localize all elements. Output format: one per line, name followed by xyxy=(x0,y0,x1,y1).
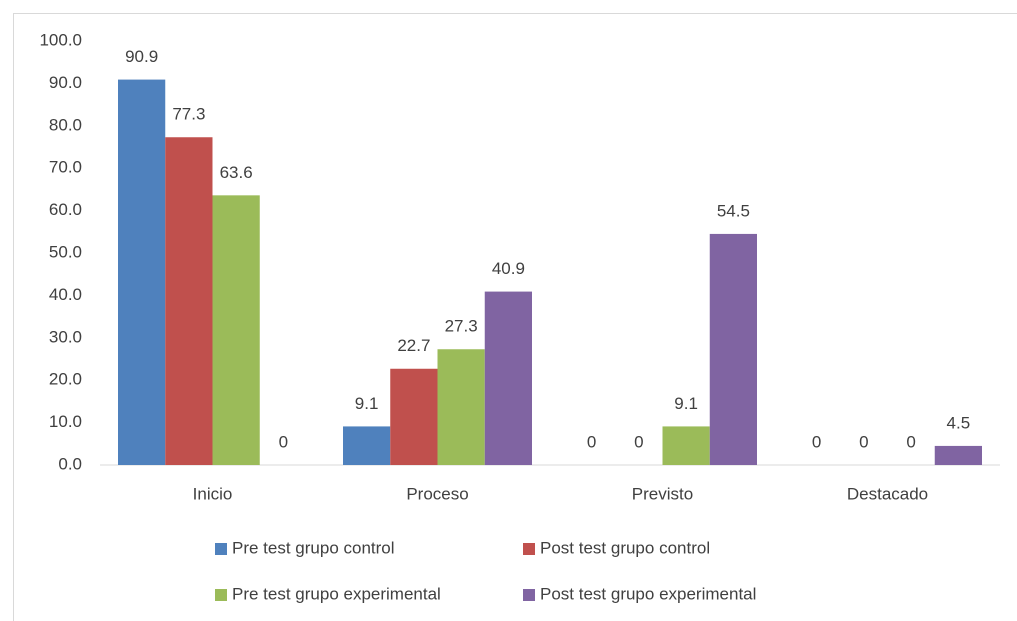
bar xyxy=(390,368,438,465)
legend-label: Post test grupo experimental xyxy=(540,584,756,603)
bar xyxy=(934,445,982,465)
data-label: 0 xyxy=(859,432,868,451)
data-label: 0 xyxy=(906,432,915,451)
y-tick-label: 80.0 xyxy=(49,115,82,134)
data-label: 40.9 xyxy=(492,259,525,278)
legend-swatch xyxy=(523,543,535,555)
bar xyxy=(343,426,391,465)
y-tick-label: 70.0 xyxy=(49,158,82,177)
bar xyxy=(484,291,532,465)
y-tick-label: 20.0 xyxy=(49,370,82,389)
data-label: 0 xyxy=(634,432,643,451)
legend-swatch xyxy=(523,589,535,601)
x-tick-label: Previsto xyxy=(632,484,693,503)
data-label: 22.7 xyxy=(397,336,430,355)
bar xyxy=(709,233,757,465)
data-label: 9.1 xyxy=(674,394,698,413)
y-tick-label: 30.0 xyxy=(49,327,82,346)
y-tick-label: 10.0 xyxy=(49,412,82,431)
legend-label: Pre test grupo experimental xyxy=(232,584,441,603)
y-tick-label: 90.0 xyxy=(49,73,82,92)
bar xyxy=(212,195,260,465)
y-tick-label: 100.0 xyxy=(39,30,82,49)
data-label: 90.9 xyxy=(125,47,158,66)
y-tick-label: 0.0 xyxy=(58,454,82,473)
x-tick-label: Destacado xyxy=(847,484,928,503)
data-label: 0 xyxy=(279,432,288,451)
data-label: 0 xyxy=(812,432,821,451)
legend-label: Post test grupo control xyxy=(540,538,710,557)
data-label: 0 xyxy=(587,432,596,451)
legend-label: Pre test grupo control xyxy=(232,538,395,557)
legend-swatch xyxy=(215,543,227,555)
y-tick-label: 60.0 xyxy=(49,200,82,219)
y-tick-label: 40.0 xyxy=(49,285,82,304)
data-label: 4.5 xyxy=(947,413,971,432)
y-tick-label: 50.0 xyxy=(49,242,82,261)
bar xyxy=(437,349,485,465)
bar xyxy=(662,426,710,465)
x-tick-label: Inicio xyxy=(193,484,233,503)
data-label: 77.3 xyxy=(172,105,205,124)
data-label: 54.5 xyxy=(717,201,750,220)
bar xyxy=(118,79,166,466)
data-label: 63.6 xyxy=(220,163,253,182)
data-label: 9.1 xyxy=(355,394,379,413)
legend-swatch xyxy=(215,589,227,601)
bar xyxy=(165,137,213,466)
x-tick-label: Proceso xyxy=(406,484,468,503)
data-label: 27.3 xyxy=(445,317,478,336)
